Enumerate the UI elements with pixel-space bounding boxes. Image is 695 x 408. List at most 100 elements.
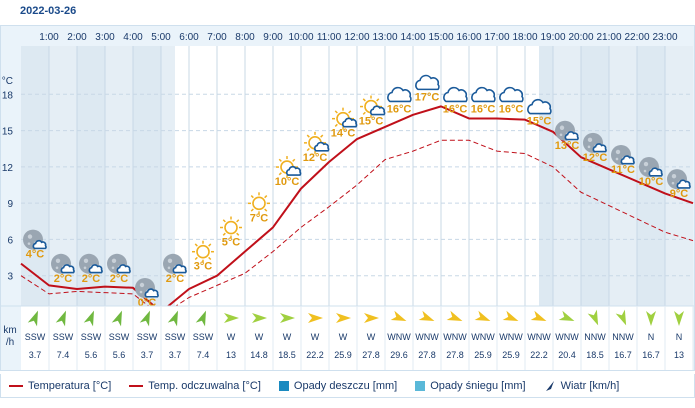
icon-temp-label: 2°C [54, 273, 73, 285]
sun-ray [362, 98, 366, 102]
wind-arrow-shape [308, 313, 323, 323]
sun-ray [236, 219, 240, 223]
hour-label: 6:00 [179, 32, 199, 43]
wind-arrow-icon [252, 313, 267, 323]
wind-arrow-shape [195, 310, 206, 327]
wind-arrow-icon [446, 310, 463, 321]
icon-temp-label: 13°C [555, 140, 580, 152]
wind-speed-label: 5.6 [85, 350, 98, 360]
wind-arrow-icon [364, 313, 379, 323]
moon-cloud-icon [79, 253, 103, 274]
icon-temp-label: 10°C [639, 176, 664, 188]
cloud-shape [144, 288, 159, 298]
cloud-shape [285, 165, 302, 176]
y-tick-label: 18 [2, 90, 14, 101]
wind-arrow-shape [27, 310, 38, 327]
cloud-shape [527, 98, 552, 115]
hour-column [385, 46, 413, 306]
wind-direction-label: W [283, 332, 292, 342]
icon-temp-label: 15°C [527, 116, 552, 128]
icon-temp-label: 7°C [250, 212, 269, 224]
wind-direction-label: W [339, 332, 348, 342]
wind-speed-label: 5.6 [113, 350, 126, 360]
y-tick-label: 6 [7, 235, 13, 246]
wind-speed-label: 16.7 [614, 350, 632, 360]
icon-temp-label: 11°C [611, 164, 635, 176]
moon-crater [27, 242, 31, 245]
sun-ray [222, 232, 226, 236]
cloud-shape [592, 143, 607, 153]
hour-label: 19:00 [540, 32, 565, 43]
wind-direction-label: W [255, 332, 264, 342]
hour-column [329, 46, 357, 306]
wind-direction-label: NNW [584, 332, 606, 342]
wind-speed-label: 27.8 [362, 350, 380, 360]
cloud-shape [32, 240, 47, 250]
wind-speed-label: 3.7 [169, 350, 182, 360]
wind-arrow-shape [474, 310, 491, 321]
wind-direction-label: W [311, 332, 320, 342]
wind-speed-label: 3.7 [29, 350, 42, 360]
wind-speed-label: 13 [226, 350, 236, 360]
wind-speed-label: 22.2 [306, 350, 324, 360]
y-tick-label: 9 [7, 199, 13, 210]
wind-unit-label: /h [6, 337, 14, 348]
wind-direction-label: SSW [25, 332, 46, 342]
legend-item-temperature[interactable]: Temperatura [°C] [9, 380, 111, 392]
cloud-icon [415, 74, 440, 91]
wind-direction-label: W [227, 332, 236, 342]
wind-arrow-shape [615, 309, 627, 326]
legend-item-wind[interactable]: Wiatr [km/h] [544, 380, 619, 392]
feels-like-line [20, 139, 694, 317]
wind-arrow-icon [83, 310, 94, 327]
moon-crater [643, 169, 647, 173]
moon-cloud-icon [51, 253, 75, 274]
legend-item-feels-like[interactable]: Temp. odczuwalna [°C] [129, 380, 261, 392]
wind-direction-label: SSW [53, 332, 74, 342]
sun-ray [334, 110, 338, 114]
sun-ray [264, 195, 268, 199]
cloud-shape [564, 131, 579, 141]
legend-item-snow[interactable]: Opady śniegu [mm] [415, 380, 526, 392]
wind-arrow-icon [224, 313, 239, 323]
wind-speed-label: 25.9 [334, 350, 352, 360]
moon-cloud-icon [611, 144, 635, 165]
sun-ray [292, 158, 296, 162]
moon-crater [587, 145, 591, 149]
icon-temp-label: 2°C [110, 273, 129, 285]
moon-crater [139, 290, 143, 294]
wind-speed-label: 22.2 [530, 350, 548, 360]
cloud-icon [387, 86, 412, 103]
hour-label: 2:00 [67, 32, 87, 43]
wind-arrow-shape [139, 310, 150, 327]
wind-arrow-icon [55, 310, 66, 327]
hour-label: 23:00 [652, 32, 677, 43]
wind-speed-label: 3.7 [141, 350, 154, 360]
sun-ray [236, 232, 240, 236]
hour-label: 14:00 [400, 32, 425, 43]
wind-arrow-icon [280, 313, 295, 323]
wind-arrow-shape [446, 310, 463, 321]
wind-arrow-icon [587, 309, 599, 326]
moon-cloud-icon [583, 132, 607, 153]
legend-item-rain[interactable]: Opady deszczu [mm] [278, 380, 397, 392]
icon-temp-label: 4°C [26, 249, 45, 261]
wind-speed-label: 20.4 [558, 350, 576, 360]
sun-cloud-icon [304, 131, 330, 154]
wind-speed-label: 27.8 [418, 350, 436, 360]
moon-crater [643, 161, 649, 167]
wind-arrow-shape [83, 310, 94, 327]
cloud-shape [648, 167, 663, 177]
temperature-line [20, 105, 694, 313]
icon-temp-label: 15°C [359, 116, 384, 128]
wind-arrow-shape [364, 313, 379, 323]
legend-label-feels-like: Temp. odczuwalna [°C] [148, 379, 261, 392]
forecast-date: 2022-03-26 [20, 5, 77, 17]
moon-cloud-icon [163, 253, 187, 274]
cloud-icon [443, 86, 468, 103]
sun-icon [220, 216, 242, 239]
wind-arrow-shape [418, 310, 435, 321]
moon-crater [167, 258, 173, 264]
hour-label: 8:00 [235, 32, 255, 43]
wind-speed-label: 7.4 [197, 350, 210, 360]
